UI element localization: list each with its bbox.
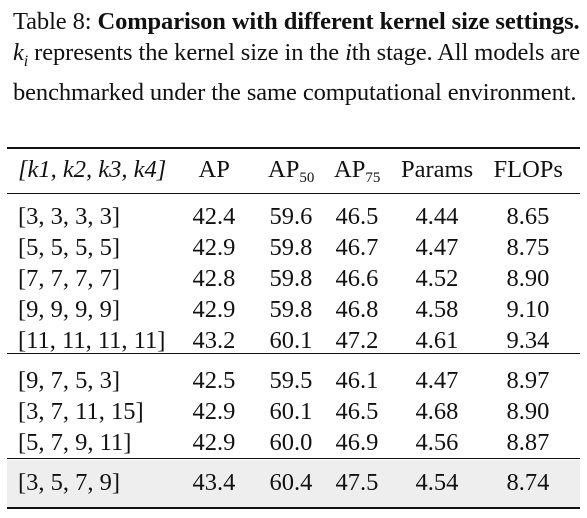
row-ap75: 46.5 [335, 203, 379, 230]
row-config: [3, 5, 7, 9] [18, 469, 121, 496]
row-ap50: 60.1 [269, 327, 313, 354]
row-ap: 42.9 [192, 429, 236, 456]
group1-rule [7, 353, 580, 354]
header-ap75: AP75 [334, 156, 381, 186]
row-params: 4.58 [415, 296, 459, 323]
row-params: 4.68 [415, 398, 459, 425]
row-ap: 42.9 [192, 234, 236, 261]
row-config: [5, 5, 5, 5] [18, 234, 121, 261]
row-ap50: 59.5 [269, 367, 313, 394]
header-ap50: AP50 [268, 156, 315, 186]
group2-rule [7, 458, 580, 459]
row-ap75: 46.7 [335, 234, 379, 261]
row-ap75: 47.5 [335, 469, 379, 496]
caption-text-2: th stage. All models are benchmarked und… [13, 39, 581, 106]
row-ap75: 47.2 [335, 327, 379, 354]
row-ap50: 60.4 [269, 469, 313, 496]
header-params: Params [401, 156, 474, 183]
row-ap: 42.4 [192, 203, 236, 230]
row-ap75: 46.9 [335, 429, 379, 456]
row-ap50: 59.8 [269, 234, 313, 261]
row-flops: 8.97 [506, 367, 550, 394]
row-params: 4.56 [415, 429, 459, 456]
row-params: 4.44 [415, 203, 459, 230]
row-params: 4.52 [415, 265, 459, 292]
row-flops: 9.10 [506, 296, 550, 323]
row-config: [5, 7, 9, 11] [18, 429, 132, 456]
row-ap75: 46.8 [335, 296, 379, 323]
header-flops: FLOPs [493, 156, 563, 183]
row-ap: 43.2 [192, 327, 236, 354]
row-flops: 8.90 [506, 265, 550, 292]
row-params: 4.47 [415, 234, 459, 261]
table-title: Comparison with different kernel size se… [97, 8, 580, 35]
row-ap: 43.4 [192, 469, 236, 496]
highlight-row-bg [7, 460, 580, 507]
header-ap: AP [198, 156, 230, 183]
row-ap75: 46.1 [335, 367, 379, 394]
header-rule [7, 193, 580, 194]
ith-var: i [345, 39, 352, 66]
row-params: 4.47 [415, 367, 459, 394]
row-flops: 8.75 [506, 234, 550, 261]
row-ap50: 59.8 [269, 265, 313, 292]
row-ap: 42.9 [192, 296, 236, 323]
table-caption: Table 8: Comparison with different kerne… [13, 6, 581, 108]
row-ap50: 59.6 [269, 203, 313, 230]
row-config: [7, 7, 7, 7] [18, 265, 121, 292]
caption-text-1: represents the kernel size in the [28, 39, 346, 66]
row-config: [9, 9, 9, 9] [18, 296, 121, 323]
row-ap50: 60.0 [269, 429, 313, 456]
row-flops: 8.65 [506, 203, 550, 230]
row-flops: 9.34 [506, 327, 550, 354]
row-ap50: 60.1 [269, 398, 313, 425]
row-ap50: 59.8 [269, 296, 313, 323]
row-config: [3, 3, 3, 3] [18, 203, 121, 230]
row-flops: 8.87 [506, 429, 550, 456]
row-params: 4.54 [415, 469, 459, 496]
kernel-var: ki [13, 39, 29, 70]
row-ap75: 46.5 [335, 398, 379, 425]
row-ap: 42.5 [192, 367, 236, 394]
table-label: Table 8: [13, 8, 92, 35]
row-flops: 8.74 [506, 469, 550, 496]
row-config: [9, 7, 5, 3] [18, 367, 121, 394]
row-ap: 42.9 [192, 398, 236, 425]
row-params: 4.61 [415, 327, 459, 354]
row-ap: 42.8 [192, 265, 236, 292]
row-config: [3, 7, 11, 15] [18, 398, 144, 425]
bottom-rule [7, 507, 580, 509]
top-rule [7, 147, 580, 149]
row-ap75: 46.6 [335, 265, 379, 292]
header-config: [k1, k2, k3, k4] [18, 156, 167, 183]
row-config: [11, 11, 11, 11] [18, 327, 166, 354]
row-flops: 8.90 [506, 398, 550, 425]
